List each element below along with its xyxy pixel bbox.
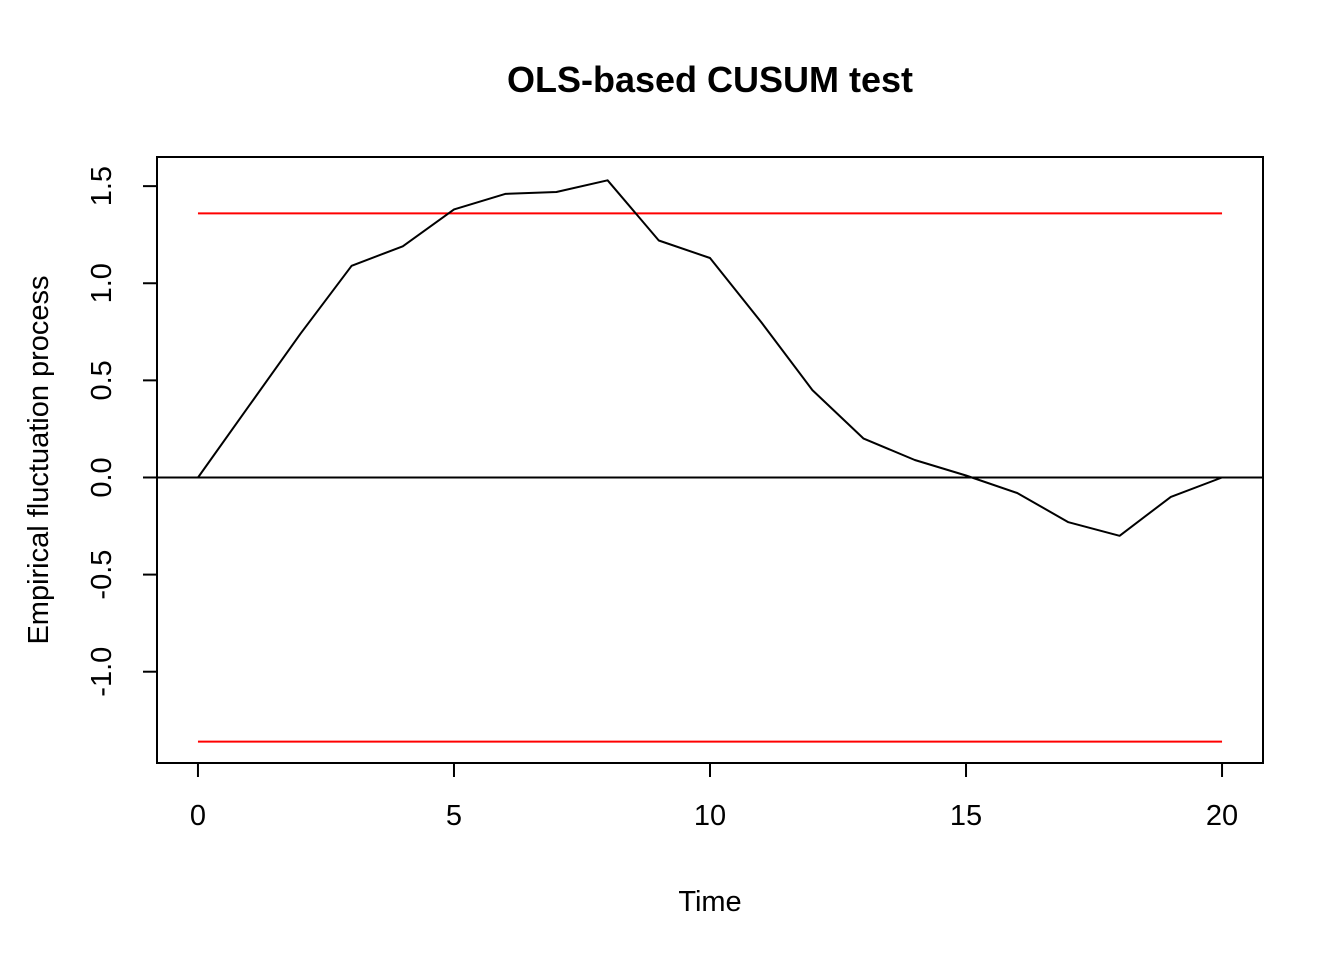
y-tick-label-1: 1.0 bbox=[86, 263, 118, 303]
y-tick-label-0: 0.0 bbox=[86, 457, 118, 497]
x-tick-label-10: 10 bbox=[694, 800, 726, 832]
plot-area: 0 5 10 15 20 -1.0 -0.5 0.0 0.5 1.0 1.5 bbox=[86, 156, 1264, 832]
chart-title: OLS-based CUSUM test bbox=[507, 59, 913, 100]
x-tick-label-20: 20 bbox=[1206, 800, 1238, 832]
x-tick-label-15: 15 bbox=[950, 800, 982, 832]
x-tick-label-0: 0 bbox=[190, 800, 206, 832]
x-tick-label-5: 5 bbox=[446, 800, 462, 832]
fluctuation-process-line bbox=[197, 179, 1223, 537]
y-tick-label-1_5: 1.5 bbox=[86, 166, 118, 206]
y-tick-label-0_5: 0.5 bbox=[86, 360, 118, 400]
y-axis-label: Empirical fluctuation process bbox=[23, 275, 55, 644]
y-tick-label--0_5: -0.5 bbox=[86, 550, 118, 600]
y-tick-label--1: -1.0 bbox=[86, 647, 118, 697]
plot-frame bbox=[156, 156, 1264, 764]
x-axis-label: Time bbox=[678, 886, 741, 918]
